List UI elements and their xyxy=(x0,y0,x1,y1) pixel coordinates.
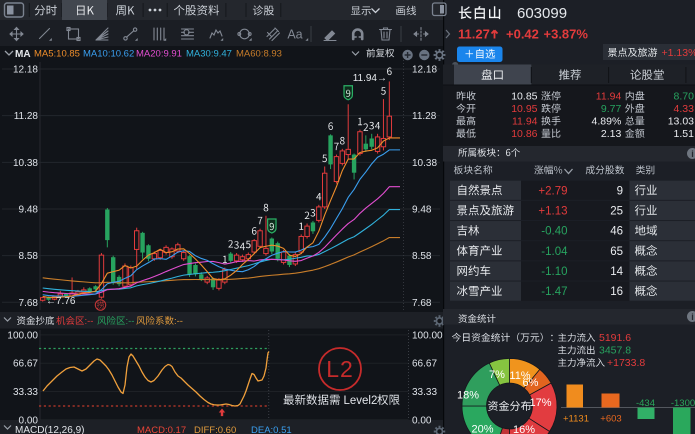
svg-text:9.48: 9.48 xyxy=(19,204,39,215)
svg-text:11.27: 11.27 xyxy=(458,27,490,42)
svg-text:0.00: 0.00 xyxy=(19,415,39,426)
svg-text:MACD(12,26,9): MACD(12,26,9) xyxy=(15,425,84,434)
svg-text:66.67: 66.67 xyxy=(412,359,437,370)
svg-text:16: 16 xyxy=(610,286,623,298)
svg-text:33.33: 33.33 xyxy=(13,387,38,398)
svg-text:+1.13%: +1.13% xyxy=(662,47,695,59)
svg-text:+1131: +1131 xyxy=(563,414,589,425)
svg-text:DIFF:0.60: DIFF:0.60 xyxy=(194,425,236,434)
svg-text:10.38: 10.38 xyxy=(13,158,38,169)
svg-text:+3.87%: +3.87% xyxy=(544,27,589,42)
svg-text:33.33: 33.33 xyxy=(412,387,437,398)
svg-text:3457.8: 3457.8 xyxy=(599,345,631,357)
svg-text:46: 46 xyxy=(610,226,623,238)
svg-text:6%: 6% xyxy=(523,377,539,389)
svg-text:25: 25 xyxy=(610,205,623,217)
svg-text:16%: 16% xyxy=(513,424,535,434)
svg-text:11.94: 11.94 xyxy=(512,116,538,128)
svg-text:66.67: 66.67 xyxy=(13,359,38,370)
svg-text:MA: MA xyxy=(15,49,31,60)
svg-text:14: 14 xyxy=(610,266,623,278)
svg-text:10.86: 10.86 xyxy=(511,128,537,140)
svg-text:12.18: 12.18 xyxy=(13,65,38,76)
svg-text:603099: 603099 xyxy=(517,5,567,22)
svg-text:DEA:0.51: DEA:0.51 xyxy=(251,425,292,434)
svg-text:4.89%: 4.89% xyxy=(592,116,622,128)
svg-text:2.13: 2.13 xyxy=(601,128,622,140)
svg-text:-1300: -1300 xyxy=(671,398,695,409)
svg-text:+1.13: +1.13 xyxy=(538,205,567,217)
svg-text:Level2: Level2 xyxy=(344,395,378,407)
svg-text:MA20:9.91: MA20:9.91 xyxy=(136,49,182,60)
svg-text::--: :-- xyxy=(126,316,135,327)
svg-text:8.70: 8.70 xyxy=(674,91,695,103)
svg-text:+603: +603 xyxy=(600,414,621,425)
svg-text:10.38: 10.38 xyxy=(412,158,437,169)
svg-text:9: 9 xyxy=(617,185,623,197)
svg-text::--: :-- xyxy=(85,316,94,327)
svg-text:13.03: 13.03 xyxy=(668,116,694,128)
svg-text:5191.6: 5191.6 xyxy=(599,332,631,344)
svg-text:65: 65 xyxy=(610,246,623,258)
svg-text:MA60:8.93: MA60:8.93 xyxy=(236,49,282,60)
svg-text:MACD:0.17: MACD:0.17 xyxy=(137,425,186,434)
svg-text::--: :-- xyxy=(174,316,183,327)
svg-text:←7.76: ←7.76 xyxy=(46,296,76,307)
svg-text:10.95: 10.95 xyxy=(511,103,537,115)
svg-text:MA10:10.62: MA10:10.62 xyxy=(83,49,134,60)
svg-text:Aa: Aa xyxy=(287,28,302,42)
svg-text:7.68: 7.68 xyxy=(19,298,39,309)
svg-text:i: i xyxy=(691,149,694,159)
svg-text:11.28: 11.28 xyxy=(14,111,39,122)
svg-text:9.48: 9.48 xyxy=(412,204,432,215)
svg-text:-434: -434 xyxy=(636,398,655,409)
svg-text:8.58: 8.58 xyxy=(412,251,432,262)
svg-text:100.00: 100.00 xyxy=(7,330,38,341)
svg-text:i: i xyxy=(691,312,694,322)
svg-text:20%: 20% xyxy=(471,423,493,434)
svg-text:11.94: 11.94 xyxy=(596,91,622,103)
svg-text:+1733.8: +1733.8 xyxy=(607,357,645,369)
svg-text:7%: 7% xyxy=(489,369,505,381)
svg-text:0.00: 0.00 xyxy=(412,415,432,426)
svg-text:7.68: 7.68 xyxy=(412,298,432,309)
svg-text:100.00: 100.00 xyxy=(412,330,443,341)
svg-text:11%: 11% xyxy=(509,370,530,382)
svg-text:MA30:9.47: MA30:9.47 xyxy=(186,49,232,60)
svg-text:18%: 18% xyxy=(457,389,479,401)
svg-text:9.77: 9.77 xyxy=(601,103,622,115)
svg-text:11.28: 11.28 xyxy=(412,111,437,122)
svg-text:11.94→: 11.94→ xyxy=(353,73,387,84)
svg-text:-1.10: -1.10 xyxy=(541,266,567,278)
svg-text:12.18: 12.18 xyxy=(412,65,437,76)
svg-text:+2.79: +2.79 xyxy=(538,185,567,197)
svg-text:17%: 17% xyxy=(529,397,551,409)
svg-text:8.58: 8.58 xyxy=(19,251,39,262)
svg-text:-0.40: -0.40 xyxy=(541,226,567,238)
svg-text:+0.42: +0.42 xyxy=(506,27,539,42)
svg-text:1.51: 1.51 xyxy=(674,128,695,140)
svg-text:4.33: 4.33 xyxy=(674,103,695,115)
svg-text:10.85: 10.85 xyxy=(511,91,537,103)
svg-text:MA5:10.85: MA5:10.85 xyxy=(34,49,80,60)
svg-text:L2: L2 xyxy=(326,356,354,382)
svg-text:-1.04: -1.04 xyxy=(541,246,568,258)
svg-text:-1.47: -1.47 xyxy=(541,286,567,298)
